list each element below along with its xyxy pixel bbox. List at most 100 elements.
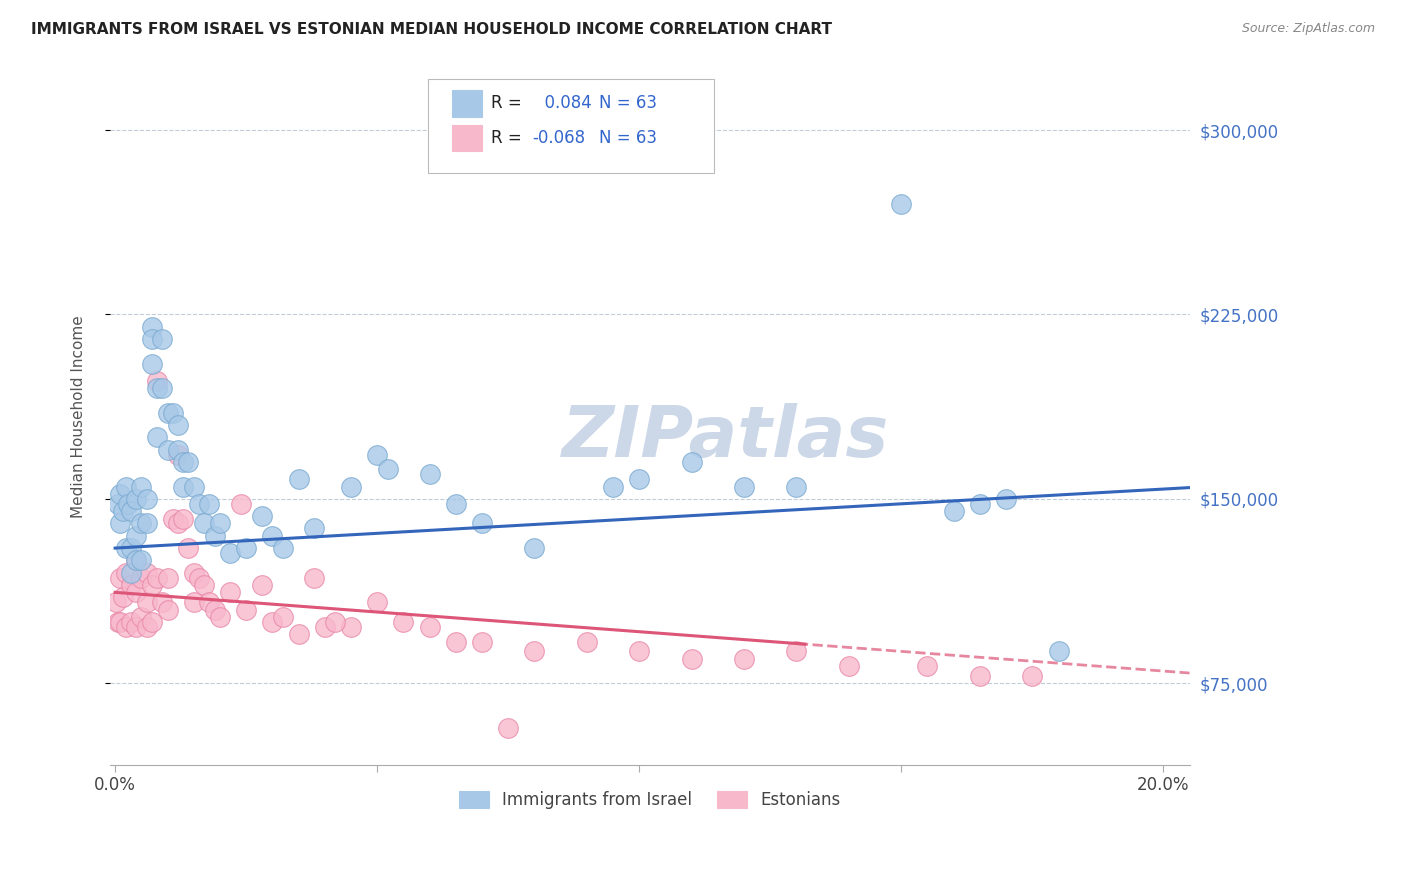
Point	[1047, 644, 1070, 658]
Point	[340, 620, 363, 634]
Point	[523, 644, 546, 658]
Point	[681, 455, 703, 469]
Point	[340, 480, 363, 494]
Point	[125, 553, 148, 567]
Point	[120, 541, 142, 555]
Point	[146, 374, 169, 388]
Point	[135, 516, 157, 531]
Point	[198, 595, 221, 609]
Y-axis label: Median Household Income: Median Household Income	[72, 315, 86, 518]
Point	[733, 480, 755, 494]
Point	[681, 652, 703, 666]
Point	[141, 319, 163, 334]
Point	[183, 566, 205, 580]
Point	[125, 553, 148, 567]
Point	[602, 480, 624, 494]
Point	[110, 487, 132, 501]
Point	[156, 406, 179, 420]
Point	[129, 553, 152, 567]
Point	[262, 529, 284, 543]
Point	[114, 620, 136, 634]
Text: N = 63: N = 63	[599, 129, 657, 147]
Point	[271, 610, 294, 624]
Point	[208, 516, 231, 531]
Point	[167, 418, 190, 433]
Text: ZIPatlas: ZIPatlas	[561, 403, 889, 472]
Point	[114, 541, 136, 555]
Point	[162, 406, 184, 420]
Point	[135, 566, 157, 580]
Text: R =: R =	[491, 129, 522, 147]
Point	[120, 566, 142, 580]
Point	[942, 504, 965, 518]
Point	[135, 620, 157, 634]
Point	[785, 480, 807, 494]
Point	[114, 566, 136, 580]
Point	[172, 455, 194, 469]
Point	[150, 381, 173, 395]
Point	[111, 591, 134, 605]
Point	[125, 529, 148, 543]
Point	[204, 602, 226, 616]
Point	[628, 644, 651, 658]
Point	[471, 516, 494, 531]
Point	[141, 578, 163, 592]
Point	[146, 571, 169, 585]
Point	[120, 504, 142, 518]
Point	[183, 595, 205, 609]
Point	[183, 480, 205, 494]
Point	[177, 455, 200, 469]
Point	[838, 659, 860, 673]
Point	[110, 571, 132, 585]
Point	[125, 620, 148, 634]
Point	[167, 516, 190, 531]
Point	[890, 196, 912, 211]
Point	[172, 480, 194, 494]
Point	[146, 381, 169, 395]
Text: IMMIGRANTS FROM ISRAEL VS ESTONIAN MEDIAN HOUSEHOLD INCOME CORRELATION CHART: IMMIGRANTS FROM ISRAEL VS ESTONIAN MEDIA…	[31, 22, 832, 37]
Point	[229, 497, 252, 511]
Point	[523, 541, 546, 555]
Point	[444, 634, 467, 648]
Point	[785, 644, 807, 658]
Point	[162, 511, 184, 525]
Point	[250, 578, 273, 592]
Point	[110, 615, 132, 629]
Text: R =: R =	[491, 95, 522, 112]
Point	[114, 480, 136, 494]
Point	[156, 602, 179, 616]
Point	[304, 571, 326, 585]
Point	[419, 467, 441, 482]
Point	[107, 615, 129, 629]
Point	[995, 491, 1018, 506]
Point	[444, 497, 467, 511]
Point	[146, 430, 169, 444]
Point	[250, 509, 273, 524]
Point	[208, 610, 231, 624]
Point	[167, 448, 190, 462]
Point	[141, 332, 163, 346]
Point	[471, 634, 494, 648]
Point	[496, 721, 519, 735]
Point	[733, 652, 755, 666]
Point	[105, 595, 128, 609]
Point	[188, 497, 211, 511]
Point	[156, 571, 179, 585]
Point	[188, 571, 211, 585]
Point	[392, 615, 415, 629]
Point	[198, 497, 221, 511]
Point	[135, 595, 157, 609]
Point	[235, 602, 257, 616]
Point	[177, 541, 200, 555]
Point	[575, 634, 598, 648]
Point	[1021, 669, 1043, 683]
Point	[204, 529, 226, 543]
Point	[125, 491, 148, 506]
Point	[366, 595, 388, 609]
Point	[167, 442, 190, 457]
Text: -0.068: -0.068	[531, 129, 585, 147]
Point	[287, 472, 309, 486]
Point	[156, 442, 179, 457]
Bar	[453, 90, 482, 117]
Point	[193, 516, 215, 531]
